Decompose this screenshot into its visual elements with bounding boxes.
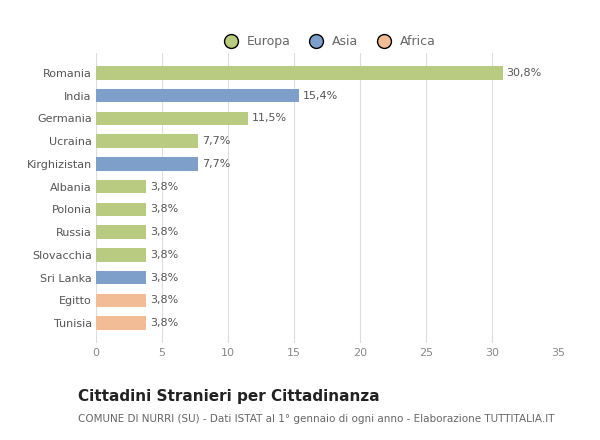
- Text: 3,8%: 3,8%: [150, 250, 178, 260]
- Text: 3,8%: 3,8%: [150, 227, 178, 237]
- Bar: [96, 316, 146, 330]
- Bar: [96, 202, 146, 216]
- Bar: [96, 66, 503, 80]
- Text: 15,4%: 15,4%: [303, 91, 338, 101]
- Text: COMUNE DI NURRI (SU) - Dati ISTAT al 1° gennaio di ogni anno - Elaborazione TUTT: COMUNE DI NURRI (SU) - Dati ISTAT al 1° …: [78, 414, 554, 424]
- Text: Cittadini Stranieri per Cittadinanza: Cittadini Stranieri per Cittadinanza: [78, 389, 380, 404]
- Bar: [96, 225, 146, 239]
- Bar: [96, 248, 146, 262]
- Text: 3,8%: 3,8%: [150, 295, 178, 305]
- Bar: [96, 180, 146, 194]
- Text: 3,8%: 3,8%: [150, 273, 178, 282]
- Bar: [96, 271, 146, 285]
- Text: 30,8%: 30,8%: [506, 68, 542, 78]
- Bar: [96, 89, 299, 103]
- Text: 7,7%: 7,7%: [202, 136, 230, 146]
- Bar: [96, 293, 146, 307]
- Text: 7,7%: 7,7%: [202, 159, 230, 169]
- Bar: [96, 134, 197, 148]
- Legend: Europa, Asia, Africa: Europa, Asia, Africa: [214, 30, 440, 53]
- Text: 3,8%: 3,8%: [150, 204, 178, 214]
- Bar: [96, 157, 197, 171]
- Text: 3,8%: 3,8%: [150, 318, 178, 328]
- Text: 3,8%: 3,8%: [150, 182, 178, 192]
- Text: 11,5%: 11,5%: [252, 114, 287, 123]
- Bar: [96, 111, 248, 125]
